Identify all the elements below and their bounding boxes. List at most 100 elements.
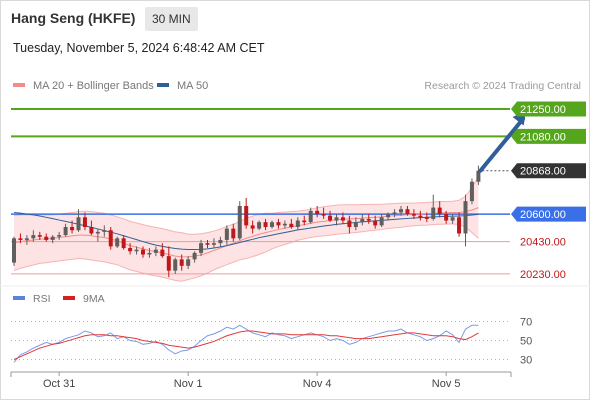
candle-body bbox=[211, 243, 216, 245]
level-tag-label: 20430.00 bbox=[520, 237, 566, 249]
candle-body bbox=[315, 210, 320, 215]
candle-body bbox=[199, 243, 204, 253]
candle-body bbox=[373, 220, 378, 226]
candle-body bbox=[89, 227, 94, 234]
x-tick-label: Oct 31 bbox=[43, 378, 75, 390]
candle-body bbox=[379, 217, 384, 226]
level-tag-label: 20868.00 bbox=[520, 166, 566, 178]
candle-body bbox=[437, 207, 442, 215]
ma50-swatch bbox=[157, 83, 169, 88]
candle-body bbox=[450, 217, 455, 221]
candle-body bbox=[121, 238, 126, 249]
level-tag-box bbox=[511, 128, 586, 144]
ma20-swatch bbox=[13, 83, 25, 88]
candle-body bbox=[70, 227, 75, 231]
candle-body bbox=[63, 227, 68, 236]
legend-item-ma20: MA 20 + Bollinger Bands bbox=[13, 80, 154, 92]
candle-body bbox=[476, 170, 481, 182]
legend-label-ma20: MA 20 + Bollinger Bands bbox=[33, 80, 154, 92]
candle-body bbox=[424, 217, 429, 219]
legend-label-ma50: MA 50 bbox=[177, 80, 209, 92]
level-tag-21250.00: 21250.00 bbox=[511, 101, 586, 117]
level-tag-label: 20230.00 bbox=[520, 269, 566, 281]
candle-body bbox=[192, 252, 197, 260]
candle-body bbox=[360, 218, 365, 223]
candle-body bbox=[82, 217, 87, 228]
level-tag-box bbox=[511, 163, 586, 179]
candle-body bbox=[276, 222, 281, 226]
candle-body bbox=[353, 222, 358, 228]
candle-body bbox=[31, 235, 36, 239]
candle-body bbox=[244, 205, 249, 226]
level-tag-box bbox=[511, 206, 586, 222]
candle-body bbox=[250, 225, 255, 229]
x-tick-label: Nov 4 bbox=[303, 378, 332, 390]
candle-body bbox=[50, 236, 55, 240]
candle-body bbox=[399, 209, 403, 213]
forecast-arrow-shaft bbox=[478, 116, 525, 173]
candle-body bbox=[463, 201, 468, 234]
candle-body bbox=[302, 220, 307, 223]
candle-body bbox=[347, 220, 352, 228]
candle-body bbox=[134, 249, 139, 252]
candle-body bbox=[218, 239, 223, 244]
research-credit: Research © 2024 Trading Central bbox=[424, 80, 581, 92]
candle-body bbox=[308, 210, 313, 223]
candle-body bbox=[457, 217, 462, 234]
candle-body bbox=[147, 252, 152, 255]
level-tag-20430.00: 20430.00 bbox=[520, 237, 566, 249]
rsi-legend-label-rsi: RSI bbox=[33, 293, 51, 305]
level-tag-label: 21250.00 bbox=[520, 104, 566, 116]
candle-body bbox=[115, 238, 120, 247]
rsi-legend-item-rsi: RSI bbox=[13, 293, 51, 305]
candle-body bbox=[418, 215, 423, 218]
level-tag-20600.00: 20600.00 bbox=[511, 206, 586, 222]
candle-body bbox=[37, 235, 42, 237]
level-tag-label: 21080.00 bbox=[520, 131, 566, 143]
candle-body bbox=[469, 181, 474, 202]
candles-group bbox=[12, 165, 481, 278]
candle-body bbox=[173, 259, 178, 271]
candle-body bbox=[102, 230, 107, 232]
timestamp: Tuesday, November 5, 2024 6:48:42 AM CET bbox=[13, 41, 265, 55]
candle-body bbox=[237, 205, 242, 239]
candle-body bbox=[128, 248, 133, 252]
candle-body bbox=[386, 214, 391, 218]
candle-body bbox=[282, 223, 287, 226]
candle-body bbox=[24, 238, 29, 240]
level-tag-20230.00: 20230.00 bbox=[520, 269, 566, 281]
candle-body bbox=[334, 217, 339, 221]
candle-body bbox=[108, 230, 113, 247]
bollinger-lower-line bbox=[13, 223, 479, 282]
rsi-tick-label: 50 bbox=[520, 336, 532, 348]
instrument-title: Hang Seng (HKFE) bbox=[11, 10, 136, 26]
level-tag-20868.00: 20868.00 bbox=[511, 163, 586, 179]
candle-body bbox=[160, 249, 165, 257]
rsi-line bbox=[13, 324, 479, 363]
candle-body bbox=[321, 214, 326, 216]
candle-body bbox=[179, 259, 184, 266]
candle-body bbox=[444, 214, 449, 221]
candle-body bbox=[166, 256, 171, 271]
candle-body bbox=[95, 231, 100, 234]
x-tick-label: Nov 1 bbox=[174, 378, 203, 390]
level-tag-box bbox=[511, 101, 586, 117]
timeframe-button[interactable]: 30 MIN bbox=[145, 7, 198, 31]
rsi-swatch bbox=[13, 296, 25, 301]
legend-item-ma50: MA 50 bbox=[157, 80, 208, 92]
rsi-tick-label: 30 bbox=[520, 355, 532, 367]
rsi-tick-label: 70 bbox=[520, 317, 532, 329]
candle-body bbox=[186, 259, 191, 266]
rsi-legend-label-9ma: 9MA bbox=[83, 293, 105, 305]
candle-body bbox=[57, 235, 62, 237]
candle-body bbox=[141, 249, 145, 255]
bollinger-band-fill bbox=[14, 176, 479, 282]
candle-body bbox=[366, 218, 371, 221]
x-tick-label: Nov 5 bbox=[432, 378, 461, 390]
level-tag-21080.00: 21080.00 bbox=[511, 128, 586, 144]
candle-body bbox=[224, 228, 229, 240]
candle-body bbox=[231, 228, 236, 239]
candle-body bbox=[18, 238, 23, 240]
rsi-legend-item-9ma: 9MA bbox=[63, 293, 105, 305]
